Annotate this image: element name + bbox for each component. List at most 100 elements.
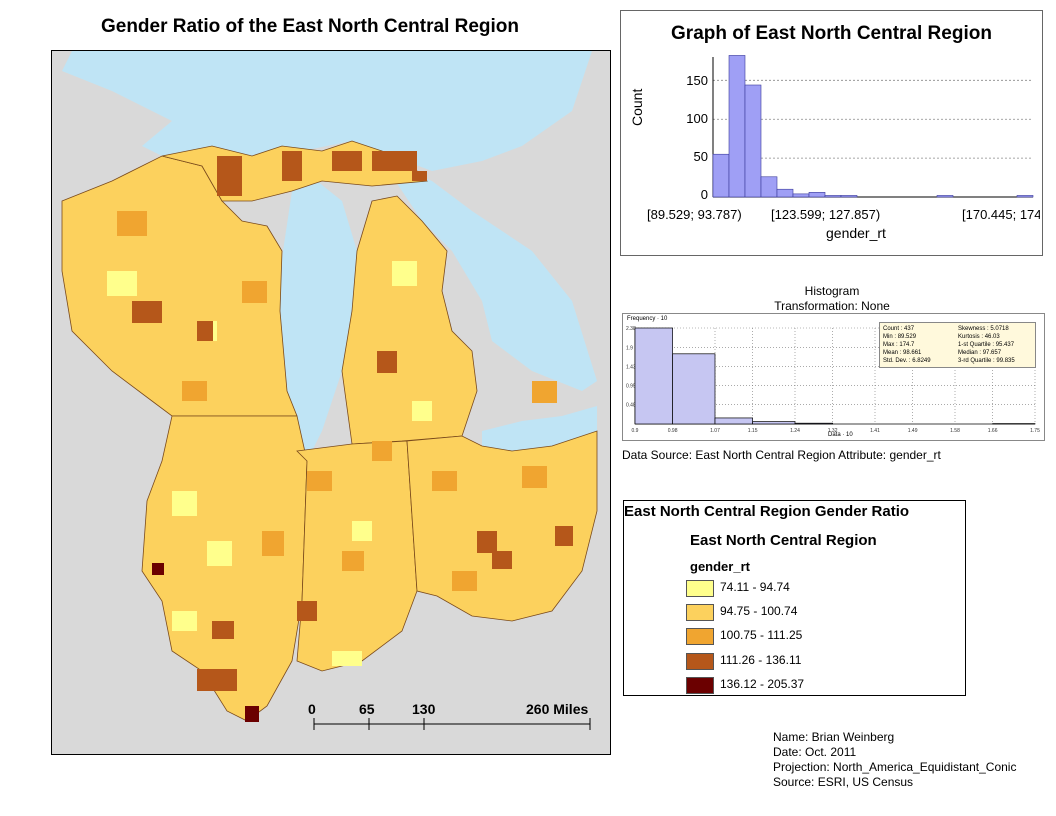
graph-bar-7 [824,195,842,198]
credit-source: Source: ESRI, US Census [773,775,914,789]
stat-label-min: Min [883,334,893,340]
lake-superior [62,51,592,171]
legend-label-5: 136.12 - 205.37 [720,677,805,691]
state-michigan-lp [341,195,478,445]
hist-y-tick-1: 1.9 [626,345,633,351]
graph-bar-19 [1016,195,1034,198]
legend-panel: East North Central Region Gender Ratio E… [623,500,966,696]
credit-name: Name: Brian Weinberg [773,730,895,744]
graph-y-label: Count [629,88,645,126]
histogram-title-block: Histogram Transformation: None [622,284,1042,314]
legend-heading: East North Central Region Gender Ratio [624,503,910,520]
histogram-panel: 2.38 1.9 1.43 0.95 0.48 0.9 0.98 1.07 1.15 1.24 1.… [622,313,1045,441]
stat-label-std-dev: Std. Dev. [883,358,908,364]
lake-erie [482,406,597,451]
graph-bar-8 [840,195,858,198]
hist-x-tick-10: 1.75 [1030,428,1040,434]
graph-bar-14 [936,195,954,198]
stat-kurtosis: 46.03 [984,334,1000,340]
stat-label-median: Median [958,350,978,356]
scale-label-130: 130 [412,701,436,717]
scale-label-0: 0 [308,701,316,717]
hist-bar-1 [672,353,716,425]
stat-skewness: 5.0718 [990,326,1009,332]
hist-y-tick-4: 0.48 [626,403,636,409]
stat-label-max: Max [883,342,895,348]
graph-title: Graph of East North Central Region [671,23,992,44]
legend-field: gender_rt [690,559,750,574]
histogram-subtitle: Transformation: None [774,299,890,313]
legend-label-2: 94.75 - 100.74 [720,604,798,618]
hist-y-tick-0: 2.38 [626,326,636,332]
hist-bar-0 [634,327,673,425]
stat-std-dev: 6.8249 [912,358,931,364]
hist-x-tick-7: 1.49 [908,428,918,434]
credits-block: Name: Brian Weinberg Date: Oct. 2011 Pro… [773,730,1016,790]
graph-chart [712,55,1034,198]
stat-q3: 99.835 [996,358,1015,364]
legend-swatch-5 [686,677,714,694]
stat-label-q3: 3-rd Quartile [958,358,992,364]
stat-median: 97.657 [982,350,1002,356]
map-frame: 0 65 130 260 Miles [51,50,611,755]
graph-bar-0 [712,153,730,198]
stat-min: 89.529 [897,334,917,340]
hist-x-tick-5: 1.32 [828,428,838,434]
graph-x-tick-2: [170.445; 174 [962,207,1040,222]
hist-bar-4 [794,422,833,425]
legend-subheading: East North Central Region [690,532,877,549]
hist-x-tick-3: 1.15 [748,428,758,434]
choropleth-map [52,51,610,754]
scale-label-65: 65 [359,701,375,717]
graph-bar-1 [728,55,746,198]
hist-x-tick-1: 0.98 [668,428,678,434]
stat-max: 174.7 [899,342,915,348]
legend-swatch-4 [686,653,714,670]
legend-swatch-3 [686,628,714,645]
stat-q1: 95.437 [995,342,1015,348]
histogram-y-axis-label: Frequency · 10 [627,316,668,322]
graph-bar-3 [760,176,778,198]
hist-x-tick-2: 1.07 [710,428,720,434]
histogram-title: Histogram [804,284,860,298]
legend-swatch-1 [686,580,714,597]
stat-count: 437 [904,326,915,332]
stat-label-q1: 1-st Quartile [958,342,991,348]
map-title: Gender Ratio of the East North Central R… [100,16,520,37]
hist-y-tick-3: 0.95 [626,384,636,390]
graph-x-tick-1: [123.599; 127.857) [771,207,881,222]
credit-date: Date: Oct. 2011 [773,745,857,759]
histogram-x-axis-label: Data · 10 [828,432,853,438]
graph-y-tick-150: 150 [686,73,708,88]
lake-huron [382,161,597,391]
graph-x-tick-0: [89.529; 93.787) [647,207,742,222]
hist-bar-3 [752,421,796,425]
histogram-stats-box: Count : 437 Min : 89.529 Max : 174.7 Mea… [879,322,1036,368]
hist-x-tick-9: 1.66 [988,428,998,434]
credit-projection: Projection: North_America_Equidistant_Co… [773,760,1017,774]
scale-bar [313,718,591,730]
graph-panel: Graph of East North Central Region Count… [620,10,1043,256]
stat-label-mean: Mean [883,350,899,356]
stat-label-skewness: Skewness [958,326,986,332]
data-source-text: Data Source: East North Central Region A… [622,448,941,462]
stats-left-col: Count : 437 Min : 89.529 Max : 174.7 Mea… [883,326,931,364]
hist-x-tick-6: 1.41 [870,428,880,434]
stat-label-kurtosis: Kurtosis [958,334,980,340]
graph-bar-5 [792,193,810,198]
legend-label-1: 74.11 - 94.74 [720,580,790,594]
stat-mean: 98.661 [903,350,922,356]
histogram-chart: 2.38 1.9 1.43 0.95 0.48 0.9 0.98 1.07 1.15 1.24 1.… [626,326,1040,434]
stats-right-col: Skewness : 5.0718 Kurtosis : 46.03 1-st … [958,326,1015,364]
hist-y-tick-2: 1.43 [626,364,636,370]
hist-x-tick-0: 0.9 [632,428,639,434]
graph-bar-6 [808,192,826,198]
stat-label-count: Count [883,326,900,332]
graph-bar-4 [776,188,794,198]
legend-label-3: 100.75 - 111.25 [720,628,803,642]
county-patches [107,151,573,722]
scale-label-260: 260 Miles [526,701,589,717]
graph-y-tick-0: 0 [700,187,708,202]
graph-y-tick-100: 100 [686,111,708,126]
hist-bar-2 [714,417,753,425]
